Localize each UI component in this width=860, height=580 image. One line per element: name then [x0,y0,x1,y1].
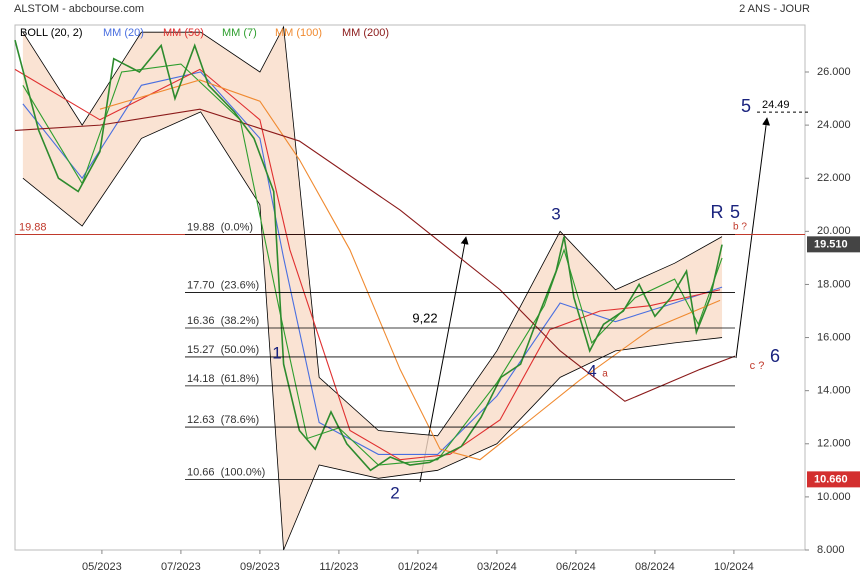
legend-entry: MM (7) [222,27,257,39]
y-tick-label: 22.000 [817,172,851,184]
x-tick-label: 05/2023 [82,561,122,573]
bollinger-upper [22,25,723,437]
x-tick-label: 07/2023 [161,561,201,573]
y-tick-label: 18.000 [817,278,851,290]
y-tick-label: 12.000 [817,438,851,450]
y-tick-label: 24.000 [817,119,851,131]
annotation: 1 [272,343,281,362]
moving-average [14,108,736,402]
chart-title: ALSTOM - abcbourse.com [14,3,144,15]
x-tick-label: 11/2023 [319,561,358,573]
annotation: 2 [390,483,399,502]
x-tick-label: 01/2024 [398,561,438,573]
annotation: a [602,369,608,380]
x-tick-label: 08/2024 [635,561,675,573]
annotation: R [711,202,724,222]
y-tick-label: 26.000 [817,66,851,78]
annotation: 5 [730,202,740,222]
annotation: c ? [750,360,765,372]
low-price-box [807,471,860,488]
price-line [14,39,723,472]
fib-label: 14.18 (61.8%) [187,373,259,385]
y-tick-label: 10.000 [817,491,851,503]
legend-entry: MM (20) [103,27,144,39]
low-price-label: 10.660 [814,473,848,485]
chart-subtitle: 2 ANS - JOUR [739,3,810,15]
x-tick-label: 10/2024 [714,561,754,573]
y-tick-label: 16.000 [817,331,851,343]
fib-label: 10.66 (100.0%) [187,466,265,478]
legend-entry: BOLL (20, 2) [20,27,83,39]
annotation: 6 [770,346,780,366]
moving-average [99,79,721,461]
y-tick-label: 8.000 [817,544,845,556]
fib-label: 16.36 (38.2%) [187,315,259,327]
bollinger-band [22,26,723,550]
legend-entry: MM (200) [342,27,389,39]
x-tick-label: 09/2023 [240,561,280,573]
legend-entry: MM (50) [163,27,204,39]
moving-average [14,68,721,461]
last-price-label: 19.510 [814,238,848,250]
bollinger-lower [22,111,723,551]
y-tick-label: 14.000 [817,385,851,397]
annotation: 4 [587,361,596,380]
target-label: 24.49 [762,99,790,111]
annotation: 9,22 [412,310,437,325]
fib-label: 12.63 (78.6%) [187,414,259,426]
fib-label: 17.70 (23.6%) [187,279,259,291]
moving-average [22,71,723,455]
annotation: b ? [733,222,747,233]
annotation: 3 [551,204,560,223]
moving-average [22,63,723,466]
arrow [735,117,771,359]
x-tick-label: 06/2024 [556,561,596,573]
annotation: 5 [741,96,751,116]
resistance-label: 19.88 [19,221,47,233]
y-tick-label: 20.000 [817,225,851,237]
fib-label: 15.27 (50.0%) [187,344,259,356]
legend-entry: MM (100) [275,27,322,39]
last-price-box [807,236,860,253]
fib-label: 19.88 (0.0%) [187,221,253,233]
x-tick-label: 03/2024 [477,561,517,573]
